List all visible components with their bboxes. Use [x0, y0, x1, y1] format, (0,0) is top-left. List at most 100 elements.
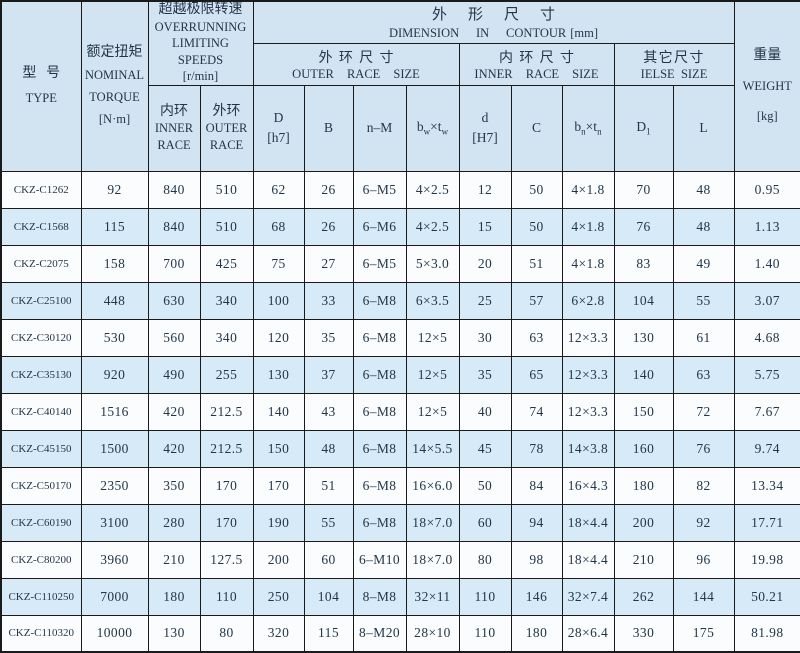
value-cell: 104	[303, 577, 354, 616]
value-cell: 6–M8	[352, 503, 407, 542]
value-cell: 150	[252, 429, 305, 468]
value-cell: 49	[672, 244, 735, 283]
value-cell: 50.21	[733, 577, 800, 616]
value-cell: 4×1.8	[561, 207, 615, 246]
value-cell: 212.5	[199, 392, 254, 431]
value-cell: 140	[252, 392, 305, 431]
value-cell: 350	[147, 466, 201, 505]
value-cell: 37	[303, 355, 354, 394]
model-cell: CKZ-C2075	[0, 244, 82, 283]
value-cell: 330	[613, 614, 674, 653]
value-cell: 6–M6	[352, 207, 407, 246]
value-cell: 190	[252, 503, 305, 542]
spec-table-body: CKZ-C1262 92 840 510 62 26 6–M5 4×2.5 12 50 4×1.8 7…	[0, 170, 800, 653]
else-size-zh: 其它尺寸	[643, 50, 705, 66]
value-cell: 510	[199, 207, 254, 246]
col-header-type: 型号 TYPE	[0, 0, 82, 172]
value-cell: 212.5	[199, 429, 254, 468]
value-cell: 200	[252, 540, 305, 579]
value-cell: 32×11	[405, 577, 460, 616]
value-cell: 98	[510, 540, 563, 579]
value-cell: 160	[613, 429, 674, 468]
value-cell: 144	[672, 577, 735, 616]
value-cell: 80	[458, 540, 512, 579]
value-cell: 130	[252, 355, 305, 394]
bw-sub: w	[423, 126, 431, 137]
table-row: CKZ-C1568 115 840 510 68 26 6–M6 4×2.5 15 50 4×1.8…	[0, 207, 800, 246]
inner-race-size-zh: 内环尺寸	[499, 50, 581, 66]
col-header-C: C	[510, 84, 563, 172]
model-cell: CKZ-C30120	[0, 318, 82, 357]
value-cell: 200	[613, 503, 674, 542]
value-cell: 63	[672, 355, 735, 394]
value-cell: 6×2.8	[561, 281, 615, 320]
type-label-en: TYPE	[25, 91, 57, 106]
value-cell: 280	[147, 503, 201, 542]
value-cell: 48	[672, 170, 735, 209]
value-cell: 83	[613, 244, 674, 283]
inner-race-zh: 内环	[160, 103, 188, 119]
value-cell: 75	[252, 244, 305, 283]
speeds-label-en1: OVERRUNNING	[154, 19, 247, 34]
value-cell: 55	[303, 503, 354, 542]
bn-base: b	[574, 119, 582, 135]
torque-label-en1: NOMINAL	[84, 68, 145, 83]
bn-times: ×	[585, 119, 594, 135]
band-outer-race-size: 外环尺寸 OUTER RACE SIZE	[252, 42, 460, 86]
table-row: CKZ-C50170 2350 350 170 170 51 6–M8 16×6.0 50 84 1…	[0, 466, 800, 505]
value-cell: 48	[672, 207, 735, 246]
model-cell: CKZ-C50170	[0, 466, 82, 505]
model-cell: CKZ-C25100	[0, 281, 82, 320]
value-cell: 4×1.8	[561, 170, 615, 209]
D1-sub: 1	[646, 126, 651, 137]
col-header-D: D [h7]	[252, 84, 305, 172]
value-cell: 170	[199, 466, 254, 505]
value-cell: 12×5	[405, 392, 460, 431]
value-cell: 78	[510, 429, 563, 468]
value-cell: 130	[147, 614, 201, 653]
value-cell: 6×3.5	[405, 281, 460, 320]
value-cell: 55	[672, 281, 735, 320]
value-cell: 448	[80, 281, 149, 320]
tn-sub: n	[597, 126, 602, 137]
value-cell: 110	[199, 577, 254, 616]
value-cell: 340	[199, 281, 254, 320]
table-row: CKZ-C30120 530 560 340 120 35 6–M8 12×5 30 63 12×3…	[0, 318, 800, 357]
model-cell: CKZ-C110250	[0, 577, 82, 616]
col-header-bw-tw: bw×tw	[405, 84, 460, 172]
value-cell: 48	[303, 429, 354, 468]
value-cell: 13.34	[733, 466, 800, 505]
value-cell: 115	[80, 207, 149, 246]
value-cell: 82	[672, 466, 735, 505]
outer-race-size-zh: 外环尺寸	[318, 50, 400, 66]
dimension-unit: [mm]	[570, 25, 599, 40]
value-cell: 7000	[80, 577, 149, 616]
model-cell: CKZ-C1262	[0, 170, 82, 209]
col-header-inner-race-speed: 内环 INNER RACE	[147, 84, 201, 172]
value-cell: 6–M8	[352, 318, 407, 357]
value-cell: 3100	[80, 503, 149, 542]
value-cell: 18×7.0	[405, 503, 460, 542]
band-inner-race-size: 内环尺寸 INNER RACE SIZE	[458, 42, 615, 86]
table-row: CKZ-C25100 448 630 340 100 33 6–M8 6×3.5 25 57 6×2…	[0, 281, 800, 320]
col-C-symbol: C	[531, 120, 541, 135]
value-cell: 74	[510, 392, 563, 431]
col-B-symbol: B	[323, 120, 333, 135]
value-cell: 262	[613, 577, 674, 616]
else-size-en: IELSE SIZE	[640, 66, 708, 81]
value-cell: 100	[252, 281, 305, 320]
value-cell: 150	[613, 392, 674, 431]
value-cell: 35	[458, 355, 512, 394]
value-cell: 140	[613, 355, 674, 394]
value-cell: 146	[510, 577, 563, 616]
col-header-d: d [H7]	[458, 84, 512, 172]
col-D-tolerance: [h7]	[267, 130, 290, 145]
outer-race-en1: OUTER	[205, 120, 248, 135]
value-cell: 62	[252, 170, 305, 209]
value-cell: 700	[147, 244, 201, 283]
col-header-nominal-torque: 额定扭矩 NOMINAL TORQUE [N·m]	[80, 0, 149, 172]
table-row: CKZ-C40140 1516 420 212.5 140 43 6–M8 12×5 40 74 1…	[0, 392, 800, 431]
col-L-symbol: L	[699, 120, 708, 135]
col-header-dimension-in-contour: 外形尺寸 DIMENSION IN CONTOUR [mm]	[252, 0, 735, 44]
